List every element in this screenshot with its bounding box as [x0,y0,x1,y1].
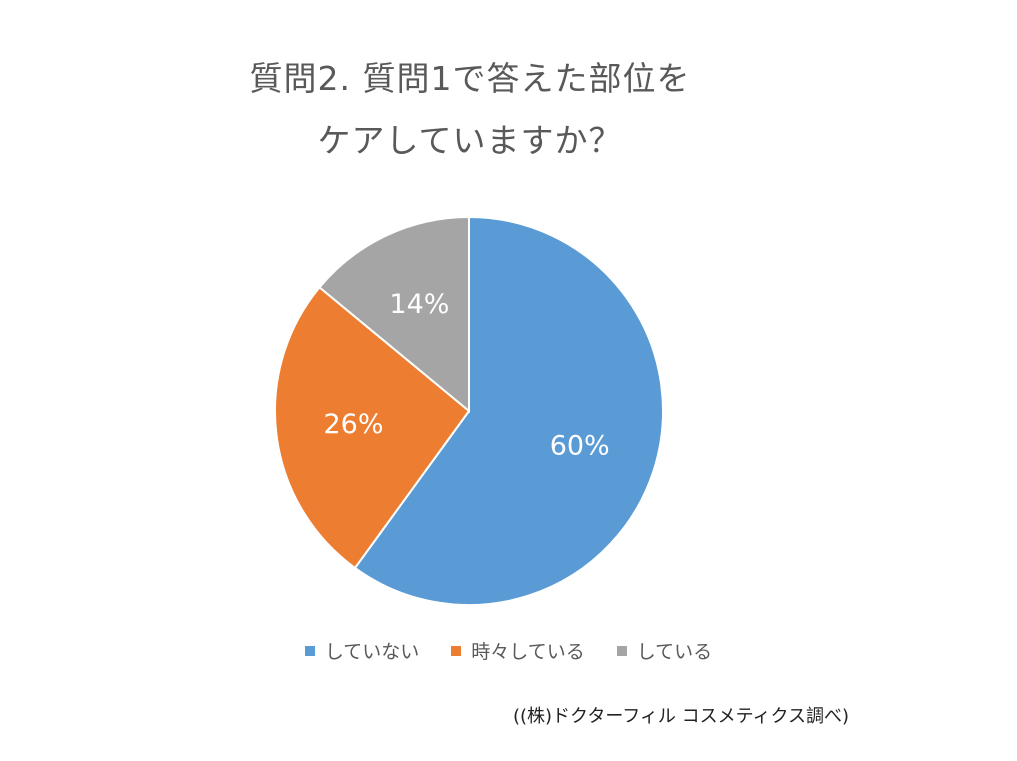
chart-title-line-2: ケアしていますか？ [317,121,623,160]
legend-label-not-caring: していない [324,641,420,663]
legend-item-not-caring: していない [304,637,420,664]
pie-labels: 60% 26% 14% [324,289,610,461]
pie-slices [274,215,664,606]
legend-swatch-sometimes [451,645,462,656]
legend-item-caring: している [616,637,713,664]
pie-slice-caring [318,215,470,414]
legend-label-sometimes: 時々している [471,641,585,663]
legend-swatch-caring [616,645,627,656]
data-label-caring: 14% [389,289,449,320]
chart-title: 質問2. 質問1で答えた部位を ケアしていますか？ [0,48,940,172]
pie-slice-sometimes [274,285,471,570]
legend-swatch-not-caring [304,645,315,656]
pie-slice-not-caring [353,215,664,606]
legend-label-caring: している [636,641,713,663]
chart-title-line-1: 質問2. 質問1で答えた部位を [249,59,691,98]
data-label-not-caring: 60% [550,430,610,461]
legend: していない 時々している している [0,637,1017,664]
data-label-sometimes: 26% [324,409,384,440]
legend-item-sometimes: 時々している [451,637,585,664]
source-note: ((株)ドクターフィル コスメティクス調べ) [512,706,849,727]
